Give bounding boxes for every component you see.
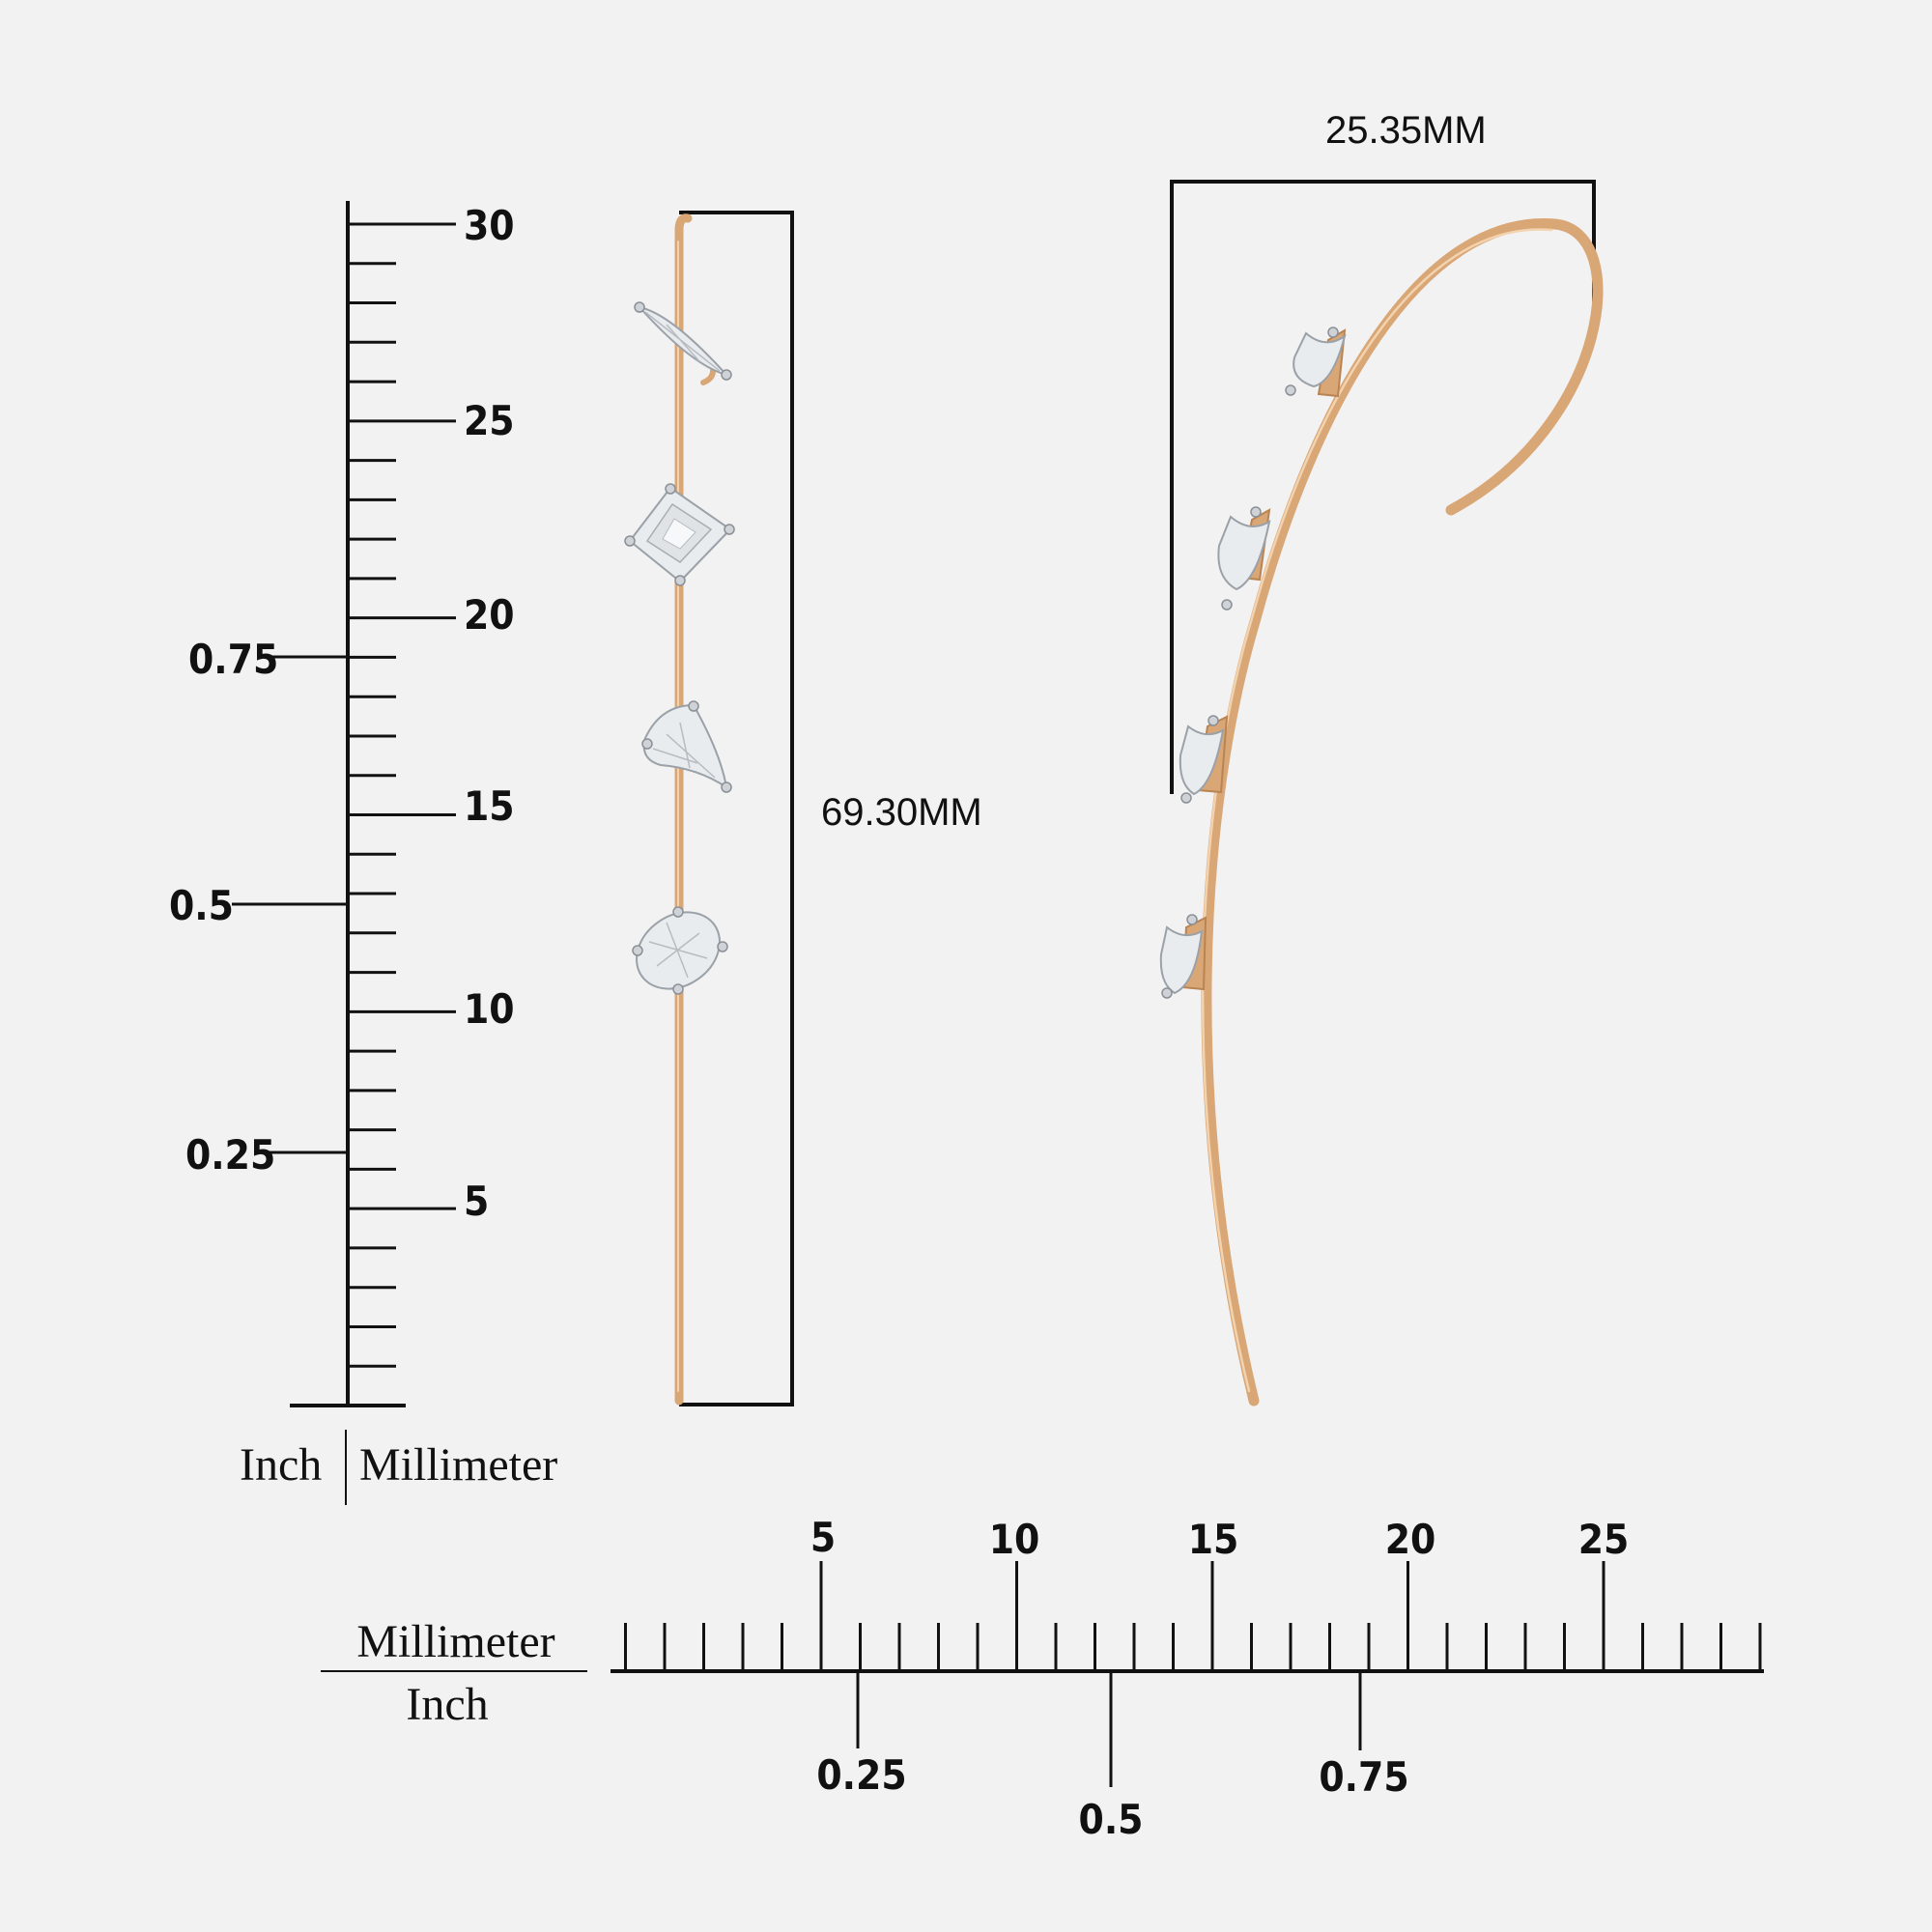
side-stone-3 bbox=[1179, 715, 1229, 804]
width-dimension-label: 25.35MM bbox=[1325, 109, 1487, 152]
side-stone-2 bbox=[1217, 506, 1271, 611]
h-mm-label-15: 15 bbox=[1188, 1516, 1239, 1563]
oval-stone bbox=[632, 906, 728, 995]
v-mm-label-5: 5 bbox=[464, 1178, 489, 1225]
h-mm-label-10: 10 bbox=[989, 1516, 1040, 1563]
length-dimension-label: 69.30MM bbox=[821, 791, 982, 834]
front-wire bbox=[674, 213, 693, 1406]
h-inch-label-0.75: 0.75 bbox=[1319, 1753, 1408, 1801]
width-dimension-bracket bbox=[1170, 180, 1596, 794]
horizontal-ruler: 5 10 15 20 25 0.25 0.5 0.75 Millimeter I… bbox=[321, 1514, 1764, 1843]
h-inch-label-0.25: 0.25 bbox=[816, 1751, 906, 1799]
h-mm-label-20: 20 bbox=[1385, 1516, 1436, 1563]
h-inch-label-0.5: 0.5 bbox=[1079, 1796, 1144, 1843]
v-mm-label-30: 30 bbox=[464, 202, 515, 249]
vertical-inch-ticks bbox=[232, 655, 348, 1154]
vertical-mm-ticks bbox=[348, 222, 456, 1368]
h-unit-millimeter: Millimeter bbox=[356, 1616, 554, 1667]
v-unit-inch: Inch bbox=[240, 1439, 322, 1491]
horizontal-mm-ticks bbox=[624, 1561, 1762, 1671]
side-view: 25.35MM bbox=[1159, 109, 1604, 1406]
horizontal-inch-ticks bbox=[856, 1671, 1362, 1787]
v-inch-label-0.75: 0.75 bbox=[188, 636, 278, 683]
v-inch-label-0.5: 0.5 bbox=[169, 882, 234, 929]
v-mm-label-20: 20 bbox=[464, 591, 515, 639]
h-mm-label-5: 5 bbox=[810, 1514, 836, 1561]
v-mm-label-10: 10 bbox=[464, 985, 515, 1033]
v-unit-millimeter: Millimeter bbox=[359, 1439, 557, 1491]
side-stone-4 bbox=[1159, 914, 1208, 999]
v-inch-label-0.25: 0.25 bbox=[185, 1131, 275, 1179]
side-wire-highlight bbox=[1201, 228, 1553, 1393]
side-wire bbox=[1201, 218, 1604, 1406]
marquise-stone bbox=[634, 301, 732, 385]
vertical-ruler: 30 25 20 15 10 5 0.75 0.5 0.25 Inch Mill… bbox=[169, 201, 557, 1505]
length-dimension-bracket bbox=[679, 211, 794, 1406]
v-mm-label-25: 25 bbox=[464, 397, 515, 444]
side-stone-1 bbox=[1285, 327, 1347, 398]
front-view: 69.30MM bbox=[624, 211, 982, 1406]
pear-stone bbox=[641, 700, 732, 793]
h-unit-inch: Inch bbox=[406, 1679, 488, 1730]
h-mm-label-25: 25 bbox=[1578, 1516, 1630, 1563]
emerald-cut-stone bbox=[624, 483, 735, 586]
v-mm-label-15: 15 bbox=[464, 782, 515, 830]
